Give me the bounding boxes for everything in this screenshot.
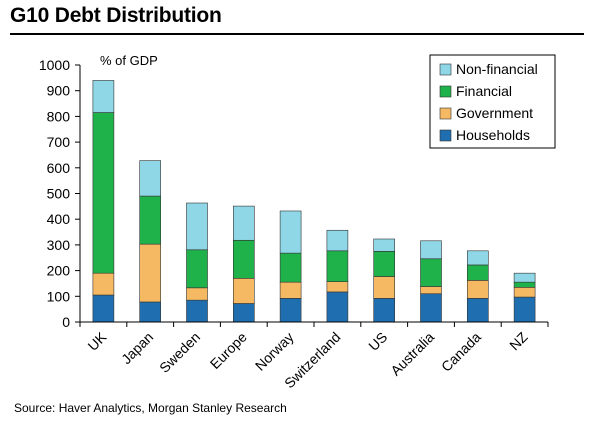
bar-segment-households xyxy=(186,299,208,323)
bar-segment-non-financial xyxy=(139,160,161,197)
bar-segment-non-financial xyxy=(513,272,536,283)
bar-segment-households xyxy=(233,303,255,323)
bar-segment-government xyxy=(326,281,349,293)
title-rule xyxy=(10,33,584,35)
bar-segment-financial xyxy=(513,281,536,288)
legend-label: Financial xyxy=(456,83,512,99)
y-tick-label: 300 xyxy=(47,237,71,253)
bar-segment-government xyxy=(513,287,536,298)
y-axis-label: % of GDP xyxy=(100,53,158,68)
bar-segment-financial xyxy=(326,250,349,282)
bar-segment-financial xyxy=(233,239,255,279)
y-tick-label: 100 xyxy=(47,288,71,304)
x-tick-label: Europe xyxy=(207,329,250,372)
bar-segment-households xyxy=(326,291,349,323)
bar-segment-government xyxy=(92,272,115,296)
bar-segment-financial xyxy=(186,249,208,289)
bar-segment-households xyxy=(139,301,161,323)
chart-title: G10 Debt Distribution xyxy=(10,4,222,27)
bar-segment-financial xyxy=(466,264,489,281)
bar-segment-government xyxy=(279,281,302,299)
x-tick-label: Canada xyxy=(438,329,484,375)
bar-segment-non-financial xyxy=(233,205,255,241)
bar-segment-government xyxy=(186,287,208,301)
x-tick-label: Japan xyxy=(118,329,156,367)
bar-segment-non-financial xyxy=(326,229,349,252)
bar-segment-households xyxy=(92,294,115,323)
bars xyxy=(92,80,536,323)
legend-label: Government xyxy=(456,105,533,121)
bar-segment-households xyxy=(513,296,536,323)
bar-segment-government xyxy=(373,276,396,299)
y-axis: 0 100 200 300 400 500 600 700 800 900 1000 xyxy=(39,57,81,330)
y-tick-label: 800 xyxy=(47,108,71,124)
x-tick-label: UK xyxy=(84,328,110,354)
y-tick-label: 0 xyxy=(62,314,70,330)
legend-swatch xyxy=(439,63,452,76)
bar-segment-non-financial xyxy=(466,250,489,266)
bar-segment-non-financial xyxy=(279,210,302,254)
x-tick-label: Australia xyxy=(387,329,437,379)
bar-segment-financial xyxy=(279,252,302,283)
bar-segment-non-financial xyxy=(420,240,442,260)
bar-segment-non-financial xyxy=(186,202,208,251)
bar-segment-government xyxy=(139,243,161,303)
legend-label: Non-financial xyxy=(456,61,538,77)
bar-segment-non-financial xyxy=(373,238,396,252)
y-tick-label: 1000 xyxy=(39,57,70,73)
y-tick-label: 600 xyxy=(47,160,71,176)
legend-swatch xyxy=(439,85,452,98)
y-tick-label: 400 xyxy=(47,211,71,227)
legend-label: Households xyxy=(456,127,530,143)
x-tick-label: US xyxy=(365,329,390,354)
bar-segment-government xyxy=(233,278,255,304)
y-tick-label: 900 xyxy=(47,83,71,99)
y-tick-label: 500 xyxy=(47,186,71,202)
legend-swatch xyxy=(439,129,452,142)
bar-segment-households xyxy=(466,298,489,323)
bar-segment-households xyxy=(420,293,442,323)
y-tick-label: 200 xyxy=(47,263,71,279)
y-tick-label: 700 xyxy=(47,134,71,150)
bar-segment-government xyxy=(420,286,442,295)
bar-segment-financial xyxy=(139,195,161,245)
x-tick-label: Norway xyxy=(252,329,297,374)
bar-segment-non-financial xyxy=(92,80,115,113)
source-note: Source: Haver Analytics, Morgan Stanley … xyxy=(14,401,287,415)
bar-segment-financial xyxy=(92,112,115,274)
x-tick-label: Sweden xyxy=(156,329,203,376)
bar-segment-financial xyxy=(373,251,396,277)
bar-segment-households xyxy=(373,298,396,323)
bar-segment-households xyxy=(279,298,302,323)
legend: Non-financial Financial Government Househol… xyxy=(429,54,556,149)
x-tick-label: NZ xyxy=(506,328,531,353)
bar-segment-financial xyxy=(420,258,442,287)
legend-swatch xyxy=(439,107,452,120)
bar-segment-government xyxy=(466,280,489,299)
